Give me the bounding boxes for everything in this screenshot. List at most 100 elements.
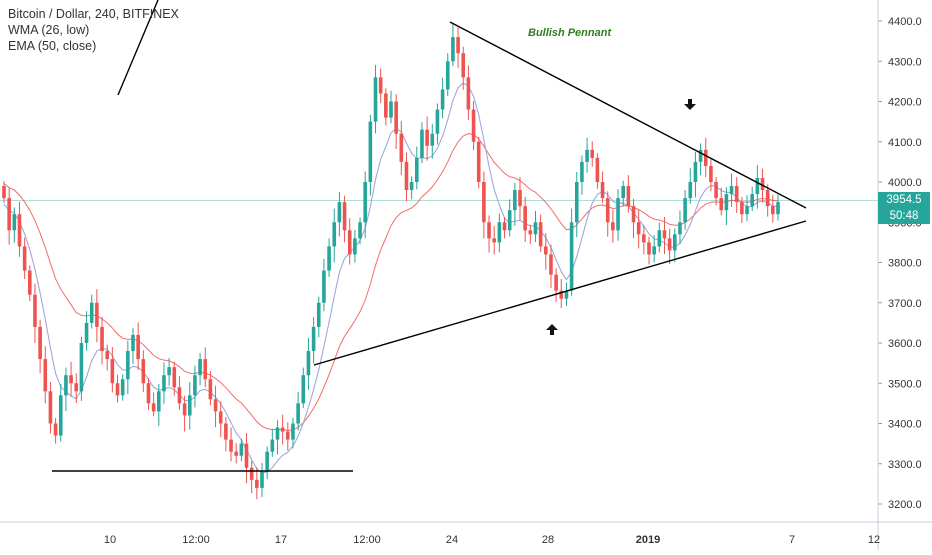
candle-body: [368, 121, 373, 182]
candle-body: [265, 451, 269, 472]
candle-body: [765, 190, 770, 207]
candle-body: [642, 234, 646, 243]
candle-body: [17, 214, 22, 247]
candle-body: [585, 149, 589, 162]
candle-body: [239, 443, 244, 456]
candle-body: [734, 186, 739, 203]
candle-body: [451, 37, 455, 62]
candle-body: [673, 234, 677, 251]
candle-body: [28, 270, 32, 295]
candle-body: [621, 186, 625, 199]
candle-body: [296, 403, 300, 424]
candle-body: [389, 101, 393, 118]
candle-body: [347, 230, 352, 255]
pennant-upper-trendline: [449, 21, 807, 209]
candle-body: [724, 194, 729, 211]
candle-body: [647, 242, 651, 255]
candle-body: [554, 274, 558, 291]
price-tick-label: 3400.0: [888, 419, 922, 431]
candle-body: [74, 383, 79, 392]
candle-body: [182, 403, 187, 416]
candle-body: [275, 427, 280, 440]
time-tick-label: 12: [868, 534, 880, 546]
candle-body: [595, 157, 600, 182]
candle-body: [471, 109, 476, 142]
candle-body: [435, 109, 440, 134]
flagpole-line: [117, 0, 159, 96]
candle-body: [337, 202, 342, 223]
candle-body: [363, 182, 367, 223]
candle-body: [533, 222, 538, 235]
candle-body: [234, 451, 238, 456]
time-tick-label: 7: [789, 534, 795, 546]
candle-body: [306, 351, 311, 376]
candle-body: [394, 101, 398, 134]
candle-body: [69, 375, 73, 384]
candle-body: [776, 202, 780, 215]
candle-body: [544, 246, 548, 255]
arrows: [546, 99, 696, 335]
candle-body: [760, 177, 765, 191]
candle-body: [719, 198, 724, 211]
up-arrow-icon: [546, 324, 558, 335]
candle-body: [157, 391, 161, 412]
pattern-label: Bullish Pennant: [528, 27, 612, 39]
price-axis[interactable]: 4400.04300.04200.04100.04000.03900.03800…: [877, 0, 922, 550]
price-tick-label: 4000.0: [888, 177, 922, 189]
candle-body: [569, 222, 574, 291]
ema-line: [3, 133, 779, 432]
price-tick-label: 4100.0: [888, 137, 922, 149]
wma-path: [3, 82, 779, 474]
chart-legend: Bitcoin / Dollar, 240, BITFINEX WMA (26,…: [8, 6, 179, 54]
symbol-title: Bitcoin / Dollar, 240, BITFINEX: [8, 7, 179, 21]
time-axis[interactable]: 10 12:00 17 12:00 24 28 2019 7 12: [0, 521, 932, 546]
wma-legend: WMA (26, low): [8, 23, 90, 37]
candle-body: [714, 182, 718, 199]
candle-body: [657, 230, 662, 247]
candle-body: [456, 37, 460, 54]
candle-body: [538, 222, 543, 247]
candle-body: [600, 182, 605, 199]
candle-body: [311, 326, 316, 352]
candle-body: [709, 165, 713, 182]
candle-body: [492, 238, 496, 243]
trendlines[interactable]: [52, 0, 807, 472]
candle-body: [198, 359, 202, 376]
candle-body: [384, 93, 388, 118]
candle-body: [327, 246, 331, 271]
candle-body: [611, 222, 615, 231]
time-tick-label: 10: [104, 534, 116, 546]
candle-body: [79, 343, 84, 392]
candle-body: [43, 359, 48, 392]
candle-body: [162, 375, 166, 392]
candle-body: [605, 198, 610, 223]
candle-body: [115, 383, 120, 396]
candle-body: [683, 198, 687, 223]
candle-body: [688, 182, 693, 199]
time-tick-label: 28: [542, 534, 554, 546]
candle-body: [461, 53, 466, 78]
candle-body: [255, 479, 259, 488]
price-tick-label: 4200.0: [888, 97, 922, 109]
time-tick-label: 17: [275, 534, 287, 546]
candle-body: [332, 222, 337, 247]
candle-body: [193, 375, 197, 396]
candle-body: [151, 403, 156, 412]
candle-body: [740, 202, 744, 215]
price-tick-label: 4300.0: [888, 56, 922, 68]
candle-body: [2, 186, 6, 199]
time-tick-label: 12:00: [353, 534, 381, 546]
candle-body: [126, 351, 130, 380]
time-tick-label: 24: [446, 534, 458, 546]
candle-body: [244, 443, 249, 468]
candle-body: [89, 302, 94, 323]
candle-body: [549, 254, 553, 275]
candle-body: [95, 302, 99, 327]
candle-body: [487, 222, 491, 239]
price-tick-label: 3300.0: [888, 459, 922, 471]
candle-body: [440, 89, 445, 110]
candle-body: [301, 375, 306, 404]
price-tick-label: 4400.0: [888, 16, 922, 28]
